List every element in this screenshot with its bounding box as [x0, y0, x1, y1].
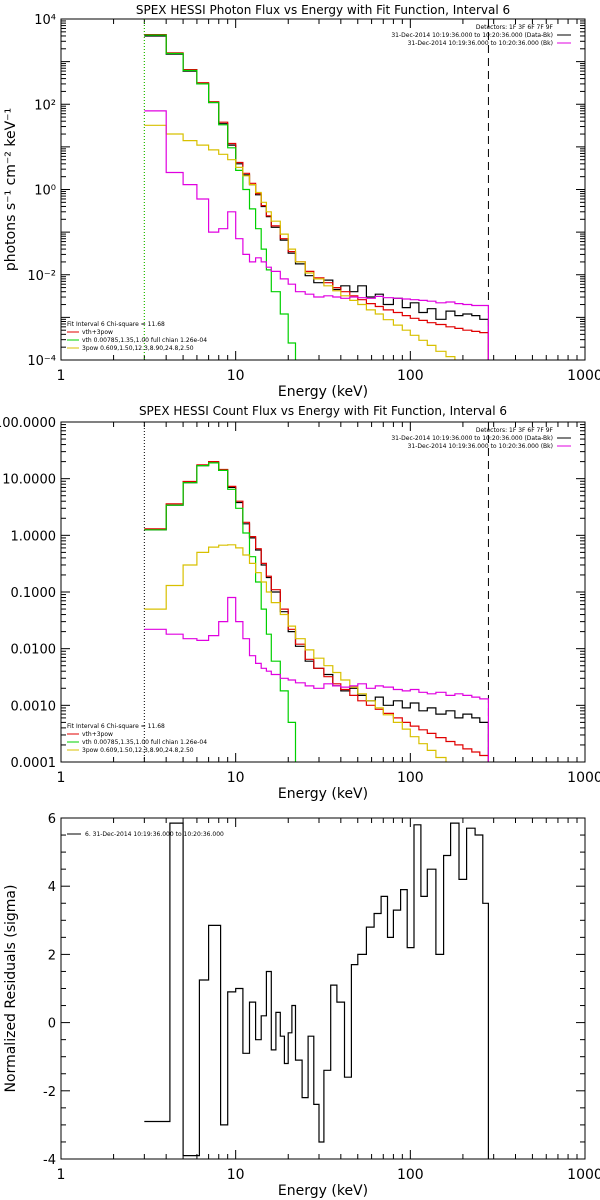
legend-right-entry: 31-Dec-2014 10:19:36.000 to 10:20:36.000… [391, 435, 553, 442]
x-tick-label: 1 [57, 368, 66, 384]
y-tick-label: 0.0001 [11, 756, 57, 771]
legend-left-entry: Fit Interval 6 Chi-square = 11.68 [67, 723, 165, 730]
y-tick-label: 0.0010 [11, 699, 57, 714]
plot-frame [60, 817, 586, 1160]
x-tick-label: 10 [227, 1167, 245, 1183]
legend-right-entry: 31-Dec-2014 10:19:36.000 to 10:20:36.000… [408, 40, 553, 47]
series-data-bk [144, 462, 489, 762]
y-tick-label: 100.0000 [0, 416, 56, 431]
legend-left-entry: vth 0.00785,1.35,1.00 full chian 1.26e-0… [82, 337, 207, 344]
chart-panel-1: SPEX HESSI Photon Flux vs Energy with Fi… [3, 3, 600, 400]
legend-left-entry: Fit Interval 6 Chi-square = 11.68 [67, 321, 165, 328]
chart-title: SPEX HESSI Count Flux vs Energy with Fit… [139, 404, 507, 418]
series-bk [144, 110, 489, 360]
y-tick-label: 10⁻⁴ [27, 354, 56, 369]
legend-left-entry: vth+3pow [82, 329, 113, 336]
x-axis-label: Energy (keV) [278, 1183, 368, 1199]
series-vth [144, 462, 489, 762]
y-tick-label: -4 [43, 1153, 56, 1168]
y-tick-label: 1.0000 [11, 529, 57, 544]
y-tick-label: 10⁴ [34, 13, 56, 28]
x-tick-label: 10 [227, 368, 245, 384]
x-tick-label: 1000 [567, 1167, 600, 1183]
series-3pow [144, 544, 489, 762]
x-axis-label: Energy (keV) [278, 384, 368, 400]
y-tick-label: 10² [34, 98, 56, 113]
legend-left-entry: 3pow 0.609,1.50,12.3,8.90,24.8,2.50 [82, 345, 194, 352]
legend-left-entry: vth+3pow [82, 731, 113, 738]
x-tick-label: 1 [57, 1167, 66, 1183]
series-vth [144, 34, 489, 360]
x-tick-label: 10 [227, 770, 245, 786]
chart-panel-2: SPEX HESSI Count Flux vs Energy with Fit… [0, 404, 600, 802]
legend-left-entry: vth 0.00785,1.35,1.00 full chian 1.26e-0… [82, 739, 207, 746]
y-tick-label: 2 [48, 948, 56, 963]
chart-panel-3: 1 10 100 1000 -4 -2 0 2 4 6 Energy (keV) Normalized… [3, 812, 600, 1199]
series-residuals [144, 822, 489, 1159]
series-vth-3pow [144, 461, 489, 762]
y-axis-label: Normalized Residuals (sigma) [3, 885, 19, 1093]
x-tick-label: 1000 [567, 770, 600, 786]
x-tick-label: 100 [397, 368, 424, 384]
x-axis-label: Energy (keV) [278, 786, 368, 802]
y-tick-label: 4 [48, 880, 56, 895]
x-tick-label: 1 [57, 770, 66, 786]
x-tick-label: 100 [397, 1167, 424, 1183]
series-3pow [144, 124, 489, 360]
y-tick-label: 6 [48, 812, 56, 827]
y-tick-label: 10⁻² [27, 269, 56, 284]
y-tick-label: -2 [43, 1085, 56, 1100]
y-axis-label: photons s⁻¹ cm⁻² keV⁻¹ [3, 108, 19, 271]
legend-right-entry: 31-Dec-2014 10:19:36.000 to 10:20:36.000… [391, 32, 553, 39]
x-tick-label: 1000 [567, 368, 600, 384]
legend-right-entry: Detectors: 1F 3F 6F 7F 9F [476, 24, 554, 31]
y-tick-label: 10.0000 [2, 473, 56, 488]
y-tick-label: 0.0100 [11, 643, 57, 658]
legend-left-entry: 3pow 0.609,1.50,12.3,8.90,24.8,2.50 [82, 747, 194, 754]
y-tick-label: 0.1000 [11, 586, 57, 601]
y-tick-label: 0 [48, 1017, 56, 1032]
plot-frame [60, 421, 586, 763]
y-tick-label: 10⁰ [34, 184, 56, 199]
x-tick-label: 100 [397, 770, 424, 786]
series-data-bk [144, 35, 489, 360]
series-vth-3pow [144, 34, 489, 360]
legend-right-entry: 31-Dec-2014 10:19:36.000 to 10:20:36.000… [408, 443, 553, 450]
legend-right-entry: Detectors: 1F 3F 6F 7F 9F [476, 427, 554, 434]
series-bk [144, 596, 489, 762]
legend-left-entry: 6. 31-Dec-2014 10:19:36.000 to 10:20:36.… [85, 831, 224, 838]
plot-frame [60, 18, 586, 361]
chart-title: SPEX HESSI Photon Flux vs Energy with Fi… [136, 3, 510, 17]
